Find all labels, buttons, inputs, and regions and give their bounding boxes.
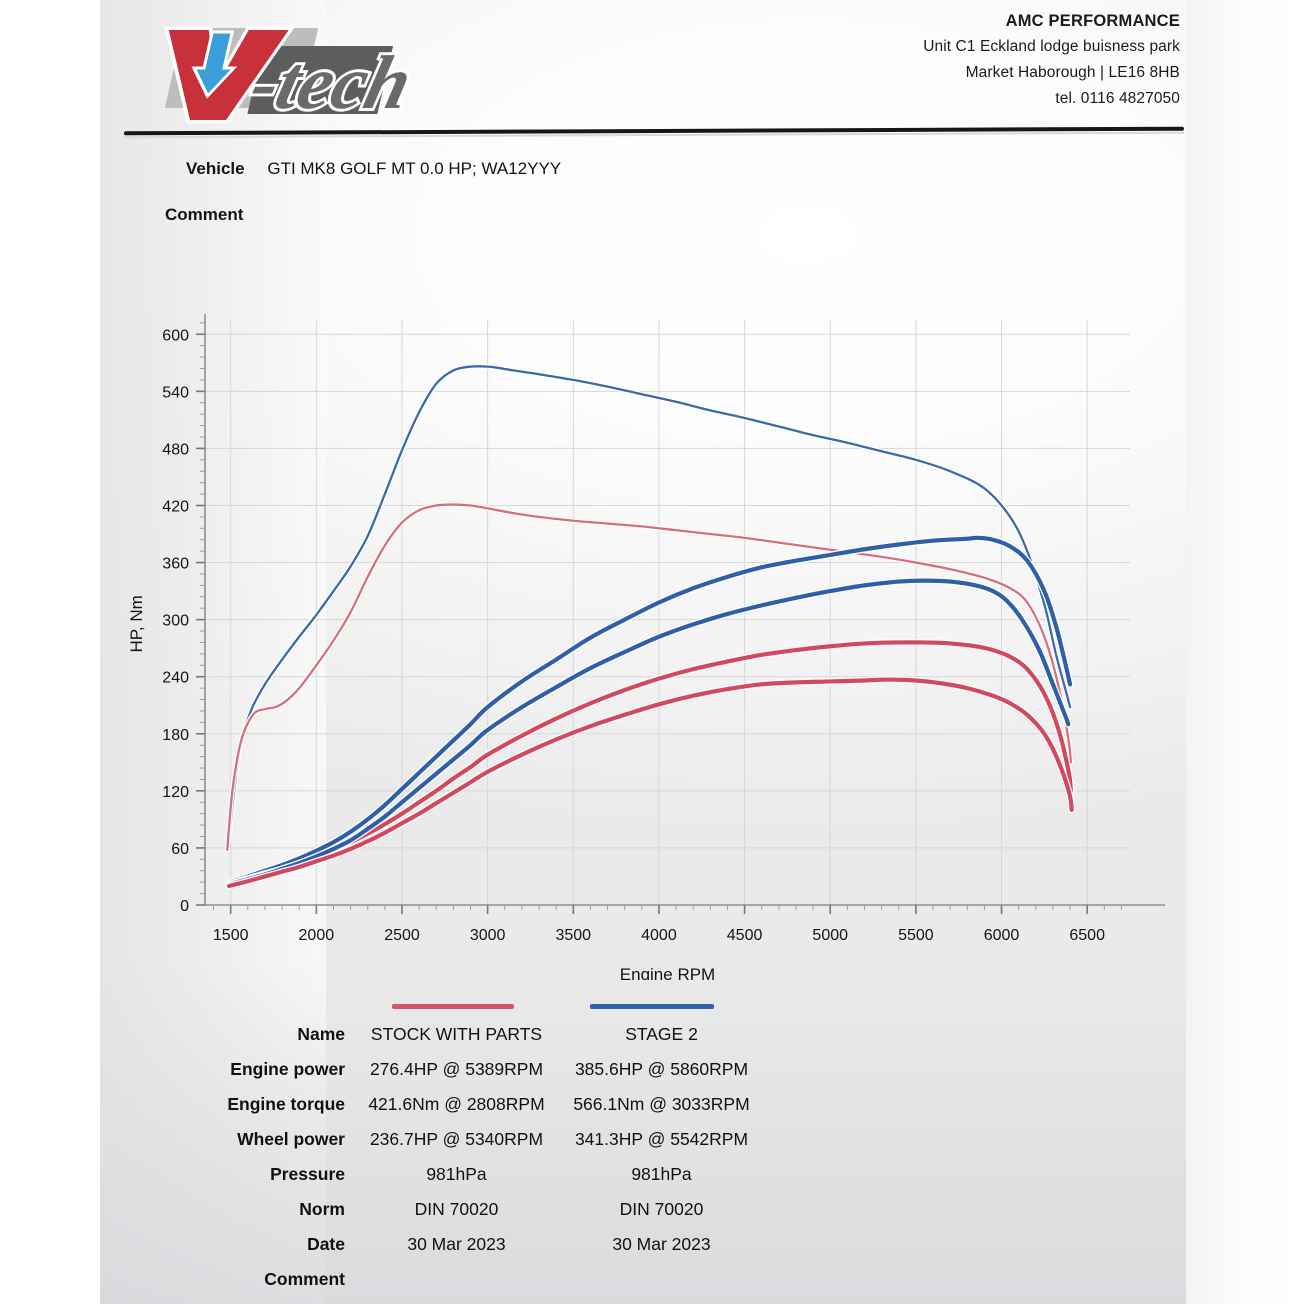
vehicle-value: GTI MK8 GOLF MT 0.0 HP; WA12YYY <box>267 159 562 178</box>
chart-gridlines <box>205 320 1130 906</box>
table-cell-run2: 341.3HP @ 5542RPM <box>574 1129 749 1149</box>
vehicle-field: Vehicle GTI MK8 GOLF MT 0.0 HP; WA12YYY <box>186 159 561 179</box>
svg-text:240: 240 <box>162 670 189 687</box>
table-row-label: Engine torque <box>227 1094 345 1114</box>
chart-series-line <box>226 677 1074 889</box>
table-cell-run2: DIN 70020 <box>619 1199 704 1219</box>
company-address-line-2: Market Haborough | LE16 8HB <box>965 64 1180 81</box>
svg-text:5500: 5500 <box>898 927 934 944</box>
svg-text:6000: 6000 <box>984 927 1020 944</box>
svg-text:2000: 2000 <box>299 927 335 944</box>
x-axis-title: Engine RPM <box>620 965 715 980</box>
svg-text:4500: 4500 <box>727 927 763 944</box>
table-row: Norm DIN 70020 DIN 70020 <box>0 1199 1304 1234</box>
dyno-chart-svg: 0 60 120 180 240 300 360 420 480 540 600 1500 2000 25… <box>127 314 1165 980</box>
svg-text:420: 420 <box>162 498 189 515</box>
chart-series-line <box>228 535 1073 885</box>
chart-series-line <box>226 503 1073 851</box>
table-cell-run1: 236.7HP @ 5340RPM <box>369 1129 544 1149</box>
svg-text:480: 480 <box>162 441 189 458</box>
svg-text:-tech: -tech <box>243 40 420 125</box>
table-cell-run1: 421.6Nm @ 2808RPM <box>368 1094 545 1114</box>
svg-text:300: 300 <box>162 613 189 630</box>
table-row: Comment <box>0 1269 1304 1293</box>
svg-text:6500: 6500 <box>1069 927 1105 944</box>
svg-text:540: 540 <box>162 384 189 401</box>
table-row: Pressure 981hPa 981hPa <box>0 1164 1304 1199</box>
table-row-label: Wheel power <box>237 1129 345 1149</box>
svg-text:600: 600 <box>162 327 189 344</box>
table-row-label: Date <box>307 1234 345 1254</box>
legend-swatch-run2 <box>590 1004 714 1009</box>
svg-text:120: 120 <box>162 784 189 801</box>
comment-field: Comment <box>165 205 243 225</box>
svg-text:1500: 1500 <box>213 927 249 944</box>
svg-text:2500: 2500 <box>384 927 420 944</box>
table-cell-run1: 30 Mar 2023 <box>407 1234 506 1254</box>
vtech-logo: -tech -tech <box>150 16 440 126</box>
svg-text:180: 180 <box>162 727 189 744</box>
table-row: Wheel power 236.7HP @ 5340RPM 341.3HP @ 55… <box>0 1129 1304 1164</box>
svg-text:60: 60 <box>171 841 189 858</box>
table-row: Date 30 Mar 2023 30 Mar 2023 <box>0 1234 1304 1269</box>
photo-border-left <box>0 0 100 1304</box>
dyno-chart: 0 60 120 180 240 300 360 420 480 540 600 1500 2000 25… <box>120 300 1180 980</box>
chart-tick-labels: 0 60 120 180 240 300 360 420 480 540 600 1500 2000 25… <box>162 327 1105 944</box>
table-row: Name STOCK WITH PARTS STAGE 2 <box>0 1024 1304 1059</box>
svg-text:3000: 3000 <box>470 927 506 944</box>
chart-axes <box>196 314 1165 914</box>
table-cell-run2: 385.6HP @ 5860RPM <box>574 1059 749 1079</box>
table-cell-run1: STOCK WITH PARTS <box>370 1024 543 1044</box>
table-cell-run2: STAGE 2 <box>625 1024 698 1044</box>
legend-swatch-run1 <box>392 1004 514 1009</box>
company-block: AMC PERFORMANCE Unit C1 Eckland lodge bu… <box>760 8 1180 112</box>
comment-label: Comment <box>165 205 244 224</box>
table-row-label: Name <box>297 1024 345 1044</box>
vehicle-label: Vehicle <box>186 159 245 178</box>
chart-series <box>224 363 1076 890</box>
svg-text:4000: 4000 <box>641 927 677 944</box>
y-axis-title: HP, Nm <box>127 595 146 652</box>
table-cell-run1: DIN 70020 <box>414 1199 499 1219</box>
table-cell-run1: 981hPa <box>426 1164 487 1184</box>
chart-series-line <box>227 365 1072 842</box>
chart-legend <box>0 1000 1304 1014</box>
table-row: Engine torque 421.6Nm @ 2808RPM 566.1Nm @ … <box>0 1094 1304 1129</box>
table-cell-run1: 276.4HP @ 5389RPM <box>369 1059 544 1079</box>
svg-text:360: 360 <box>162 556 189 573</box>
company-name: AMC PERFORMANCE <box>1005 12 1180 30</box>
chart-series-line <box>228 578 1071 887</box>
table-row-label: Pressure <box>270 1164 345 1184</box>
table-row-label: Norm <box>299 1199 345 1219</box>
company-address-line-1: Unit C1 Eckland lodge buisness park <box>923 38 1180 55</box>
company-phone: tel. 0116 4827050 <box>1055 90 1180 107</box>
svg-text:-tech: -tech <box>243 40 420 125</box>
table-row: Engine power 276.4HP @ 5389RPM 385.6HP @ 5… <box>0 1059 1304 1094</box>
table-row-label: Comment <box>264 1269 345 1289</box>
photo-border-right <box>1186 0 1304 1304</box>
svg-text:5000: 5000 <box>812 927 848 944</box>
svg-text:0: 0 <box>180 898 189 915</box>
results-table: Name STOCK WITH PARTS STAGE 2 Engine power 2… <box>0 1024 1304 1293</box>
table-cell-run2: 566.1Nm @ 3033RPM <box>573 1094 750 1114</box>
table-row-label: Engine power <box>230 1059 345 1079</box>
table-cell-run2: 981hPa <box>631 1164 692 1184</box>
svg-text:3500: 3500 <box>555 927 591 944</box>
table-cell-run2: 30 Mar 2023 <box>612 1234 711 1254</box>
